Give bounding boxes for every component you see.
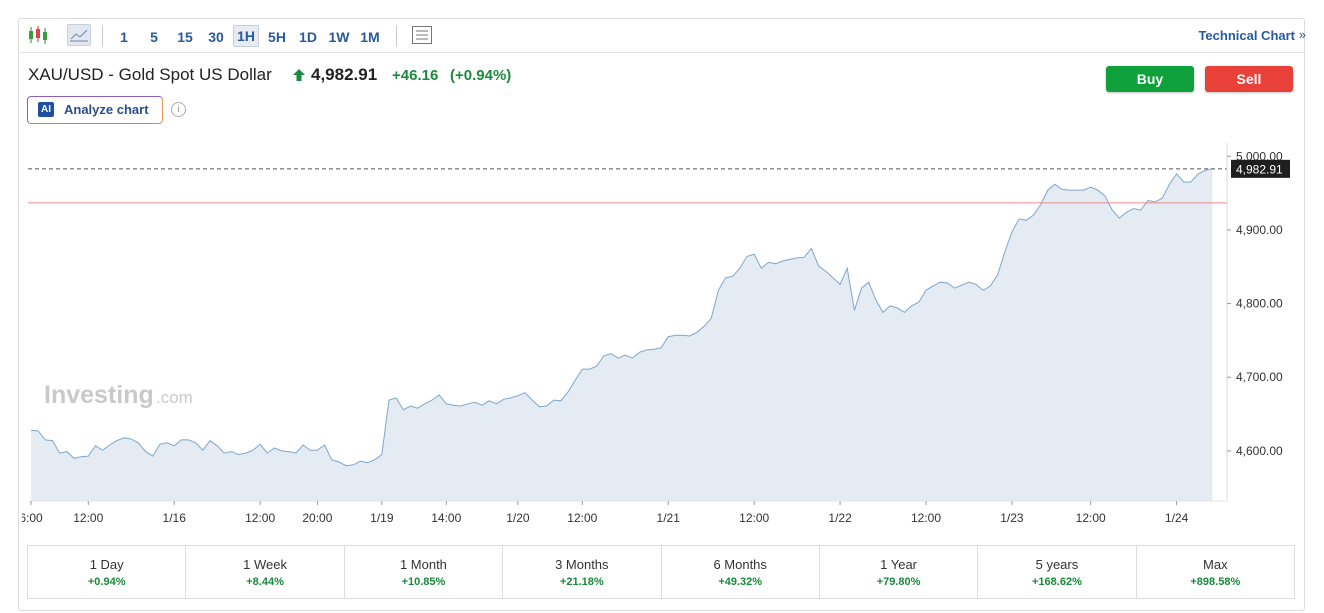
buy-button[interactable]: Buy <box>1106 66 1194 92</box>
price-change-percent: (+0.94%) <box>450 67 512 84</box>
interval-button[interactable]: 1H <box>233 25 259 47</box>
interval-button[interactable]: 30 <box>208 29 224 45</box>
price-change: +46.16 <box>392 67 439 84</box>
interval-button[interactable]: 5H <box>268 29 286 45</box>
y-tick-label: 4,700.00 <box>1236 370 1283 384</box>
x-tick-label: 12:00 <box>739 511 769 525</box>
y-tick-label: 5,000.00 <box>1236 149 1283 163</box>
x-tick-label: 12:00 <box>245 511 275 525</box>
x-tick-label: 1/23 <box>1000 511 1024 525</box>
performance-cell[interactable]: 1 Day +0.94% <box>28 546 187 598</box>
x-tick-label: 12:00 <box>73 511 103 525</box>
period-label: 1 Day <box>89 557 124 572</box>
x-tick-label: 1/21 <box>657 511 681 525</box>
analyze-label: Analyze chart <box>64 102 149 117</box>
x-tick-label: 1/16 <box>163 511 187 525</box>
widget-frame <box>18 18 1305 611</box>
price-area <box>31 168 1213 502</box>
period-change: +10.85% <box>401 576 446 588</box>
period-label: Max <box>1203 557 1228 572</box>
y-tick-label: 4,900.00 <box>1236 223 1283 237</box>
x-tick-label: 20:00 <box>302 511 332 525</box>
x-tick-label: 1/20 <box>506 511 530 525</box>
interval-button[interactable]: 1M <box>360 29 380 45</box>
interval-button[interactable]: 1D <box>299 29 317 45</box>
period-change: +21.18% <box>559 576 604 588</box>
plot-area: Investing .com 4,600.00 4,700.00 4,800.00 4,9… <box>28 143 1290 502</box>
period-change: +79.80% <box>876 576 921 588</box>
x-tick-label: 12:00 <box>911 511 941 525</box>
price-label-box <box>1231 159 1290 178</box>
area-chart-icon[interactable] <box>67 24 91 46</box>
x-tick-label: 1/19 <box>370 511 394 525</box>
period-change: +168.62% <box>1032 576 1082 588</box>
x-tick-label: 14:00 <box>431 511 461 525</box>
price-line <box>30 168 1213 467</box>
interval-button[interactable]: 15 <box>177 29 193 45</box>
watermark-suffix: .com <box>156 388 193 407</box>
period-change: +49.32% <box>718 576 763 588</box>
candlestick-icon[interactable] <box>27 25 49 45</box>
performance-cell[interactable]: 1 Month +10.85% <box>345 546 504 598</box>
x-tick-label: 1/22 <box>828 511 852 525</box>
x-tick-label: 1/24 <box>1165 511 1189 525</box>
x-axis: 6:00 12:00 1/16 12:00 20:00 1/19 14:00 1/20 12:0… <box>19 501 1189 525</box>
x-tick-label: 12:00 <box>567 511 597 525</box>
instrument-title: XAU/USD - Gold Spot US Dollar <box>28 65 272 84</box>
chart: Investing .com 4,600.00 4,700.00 4,800.00 4,9… <box>19 143 1290 525</box>
performance-cell[interactable]: 6 Months +49.32% <box>662 546 820 598</box>
up-arrow <box>293 69 305 81</box>
period-label: 1 Week <box>243 557 287 572</box>
info-icon[interactable]: i <box>171 102 186 117</box>
period-label: 3 Months <box>555 557 609 572</box>
interval-button[interactable]: 5 <box>150 29 158 45</box>
y-tick-label: 4,600.00 <box>1236 444 1283 458</box>
performance-cell[interactable]: 1 Week +8.44% <box>186 546 345 598</box>
ai-badge: AI <box>38 102 54 117</box>
indicators-icon[interactable] <box>411 25 433 45</box>
period-label: 6 Months <box>713 557 767 572</box>
period-label: 1 Month <box>399 557 447 572</box>
sell-button[interactable]: Sell <box>1205 66 1293 92</box>
separator <box>396 25 397 47</box>
technical-chart-link[interactable]: Technical Chart <box>1198 28 1295 43</box>
x-tick-label: 12:00 <box>1076 511 1106 525</box>
performance-table: 1 Day +0.94% 1 Week +8.44% 1 Month +10.85% 3 M… <box>27 545 1295 599</box>
x-tick-label: 6:00 <box>19 511 43 525</box>
period-change: +898.58% <box>1190 576 1241 588</box>
price-label: 4,982.91 <box>1236 162 1283 176</box>
period-label: 5 years <box>1035 557 1079 572</box>
period-label: 1 Year <box>880 557 917 572</box>
performance-cell[interactable]: 3 Months +21.18% <box>503 546 662 598</box>
performance-cell[interactable]: Max +898.58% <box>1137 546 1294 598</box>
period-change: +0.94% <box>87 576 126 588</box>
toolbar: 1 5 15 30 1H 5H 1D 1W 1M <box>19 19 1304 53</box>
performance-cell[interactable]: 5 years +168.62% <box>978 546 1137 598</box>
last-price: 4,982.91 <box>311 65 378 84</box>
interval-button[interactable]: 1W <box>328 29 350 45</box>
interval-button[interactable]: 1 <box>120 29 128 45</box>
performance-cell[interactable]: 1 Year +79.80% <box>820 546 979 598</box>
chevron[interactable]: » <box>1298 27 1306 42</box>
separator <box>102 25 103 47</box>
analyze-chart-button[interactable]: AI Analyze chart <box>27 96 163 124</box>
y-tick-label: 4,800.00 <box>1236 297 1283 311</box>
watermark: Investing <box>44 381 154 409</box>
period-change: +8.44% <box>246 576 284 588</box>
